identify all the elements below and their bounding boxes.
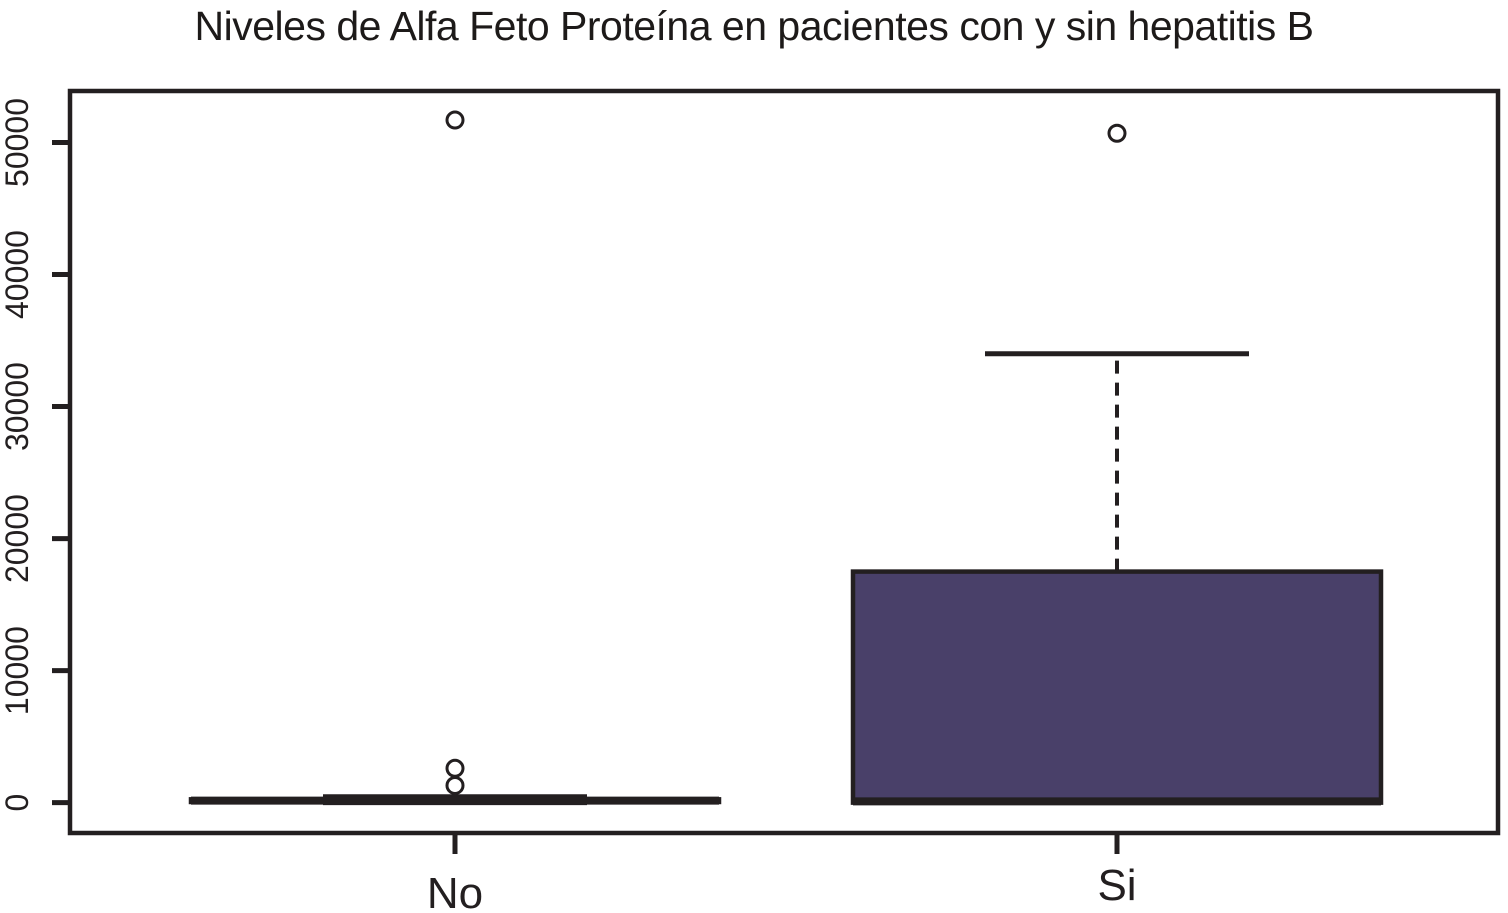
- y-axis-tick-label: 40000: [0, 230, 35, 319]
- chart-title: Niveles de Alfa Feto Proteína en pacient…: [194, 3, 1314, 49]
- y-axis-tick-label: 50000: [0, 98, 35, 187]
- y-axis-tick-label: 30000: [0, 362, 35, 451]
- plot-border: [67, 88, 1501, 836]
- box-si: [850, 569, 1384, 805]
- outlier-point: [445, 758, 465, 778]
- y-axis-tick-label: 10000: [0, 626, 35, 715]
- y-axis-tick-label: 20000: [0, 494, 35, 583]
- outlier-point: [1107, 123, 1127, 143]
- x-axis-category-label: No: [427, 869, 483, 913]
- y-axis-tick-label: 0: [0, 794, 35, 812]
- outlier-point: [445, 110, 465, 130]
- outlier-point: [445, 775, 465, 795]
- x-axis-category-label: Si: [1097, 861, 1136, 910]
